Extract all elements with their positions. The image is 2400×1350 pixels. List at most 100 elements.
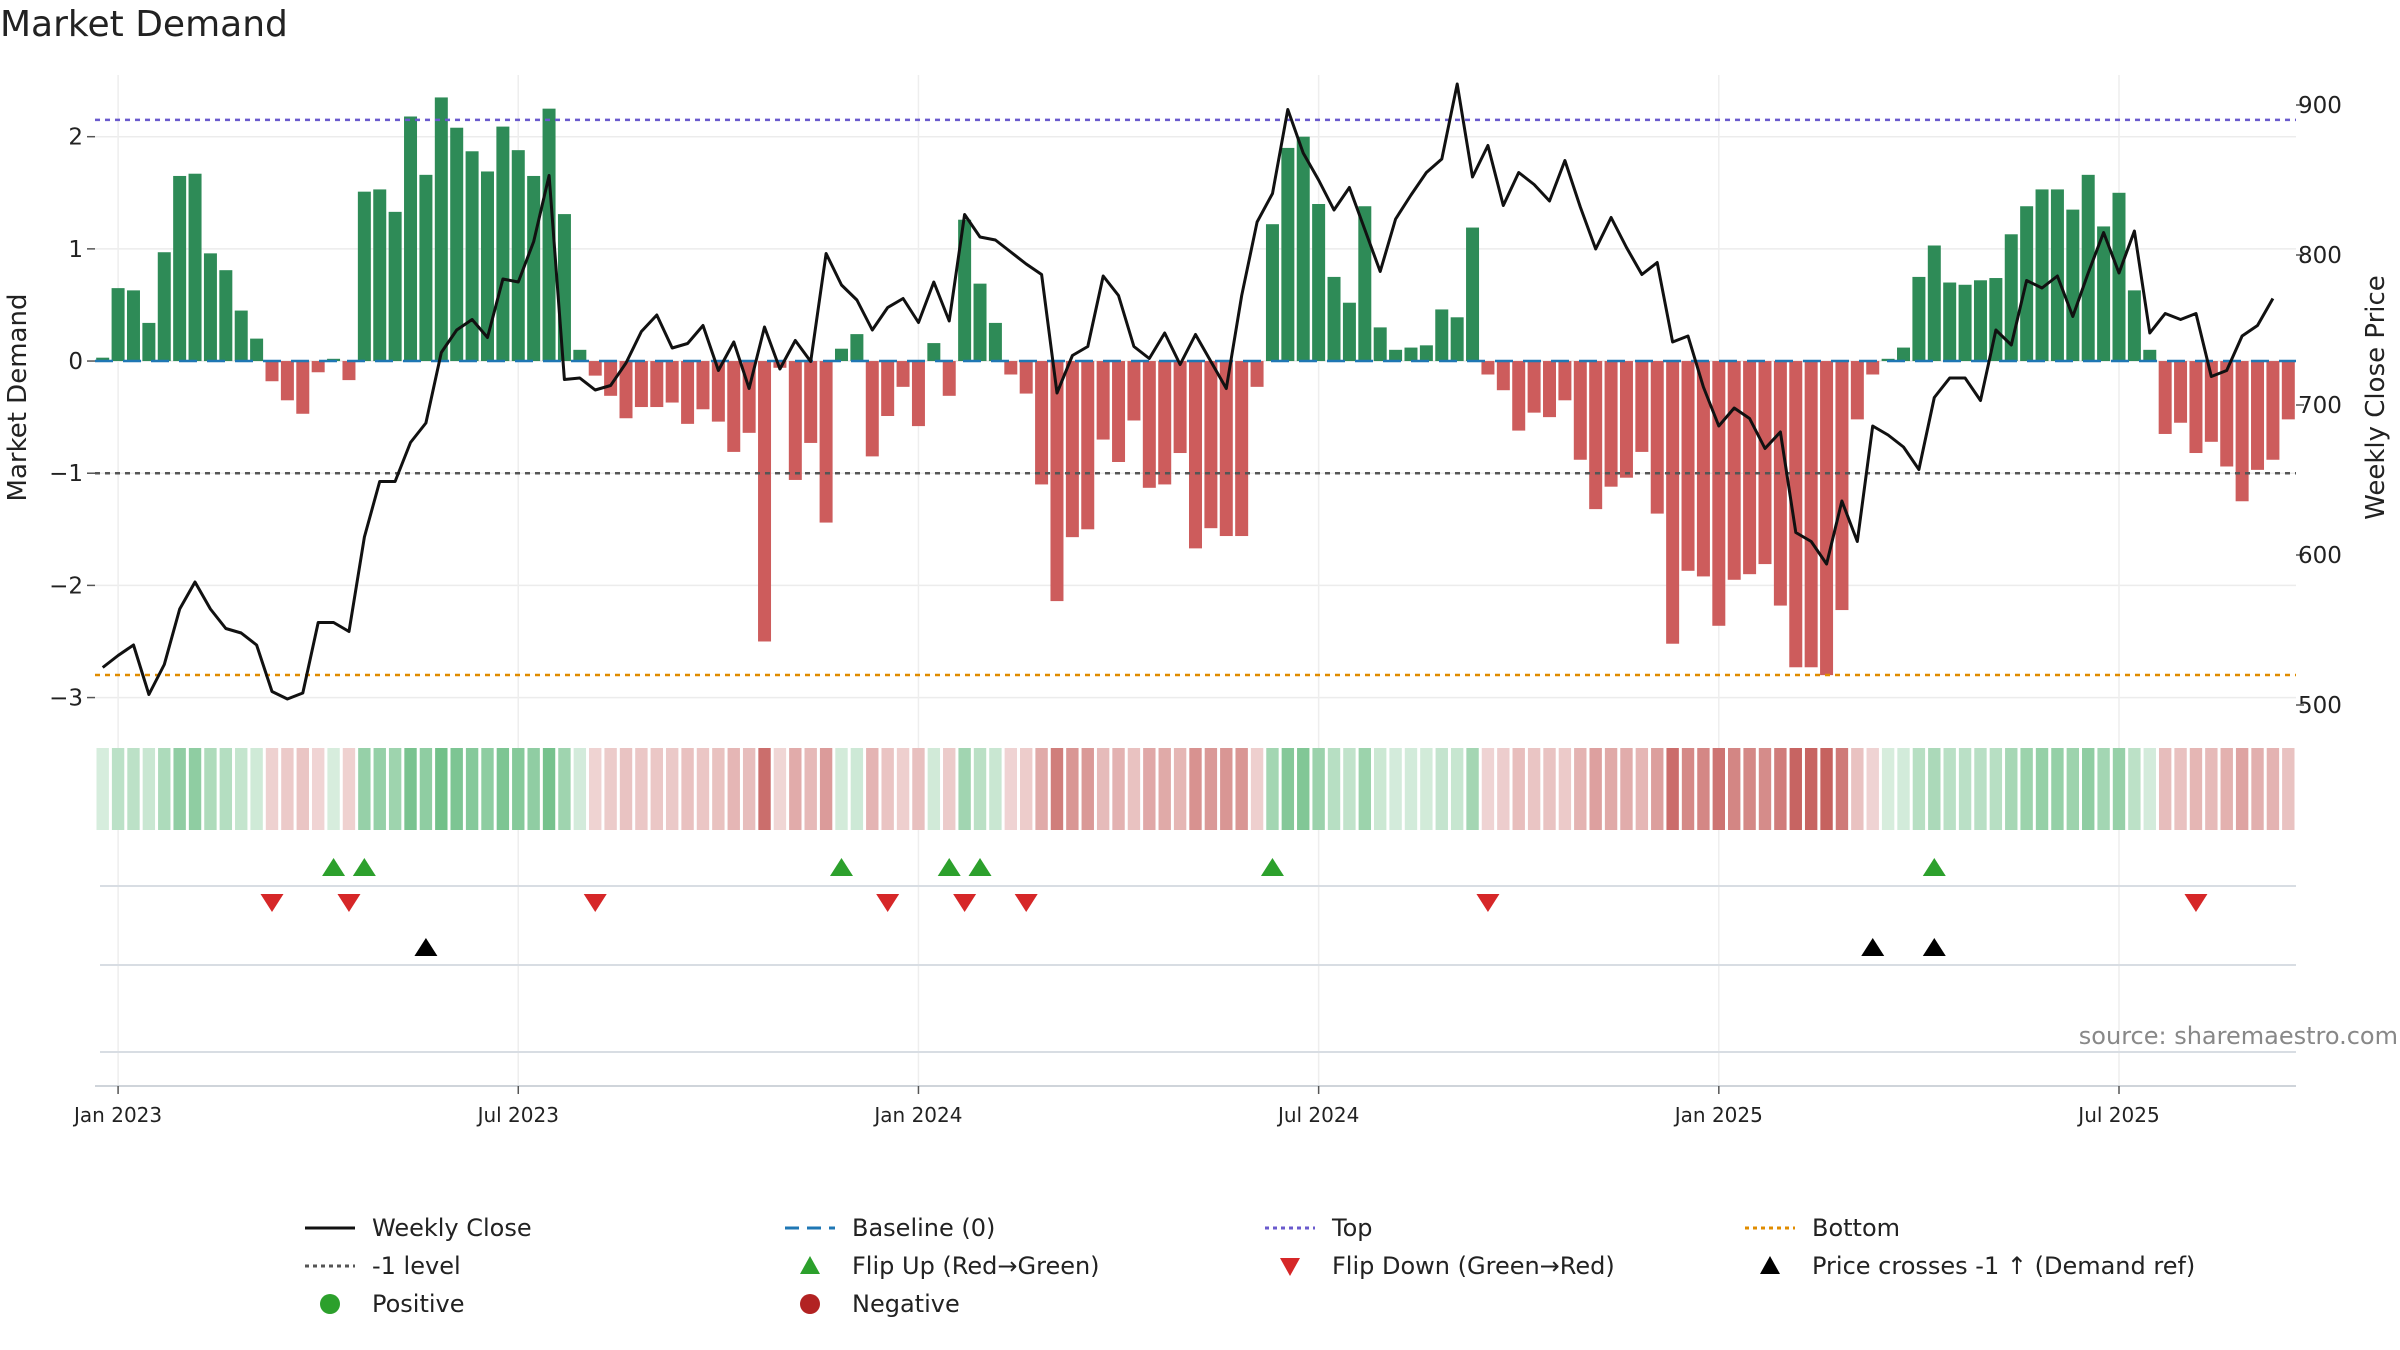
- legend-baseline: Baseline (0): [780, 1210, 995, 1246]
- legend-weekly-close-swatch: [305, 1226, 355, 1230]
- x-tick-label: Jul 2024: [1276, 1103, 1359, 1127]
- heat-cell: [219, 748, 233, 830]
- demand-bar-negative: [311, 361, 325, 373]
- demand-bar-negative: [650, 361, 664, 408]
- weekly-close-line: [101, 82, 2275, 701]
- heat-cell: [2205, 748, 2218, 830]
- heat-cell: [1096, 748, 1110, 830]
- demand-bar-positive: [1389, 349, 1403, 362]
- heat-cell: [450, 748, 463, 830]
- demand-bar-negative: [1158, 361, 1172, 485]
- heat-cell: [2266, 748, 2280, 830]
- demand-bar-positive: [480, 171, 494, 362]
- demand-bar-negative: [1527, 361, 1541, 413]
- heat-cell: [1620, 748, 1633, 830]
- heat-cell: [1173, 748, 1187, 830]
- heat-cell: [2282, 748, 2295, 830]
- heat-cell: [1389, 748, 1402, 830]
- legend-top-label: Top: [1332, 1214, 1373, 1242]
- demand-bar-negative: [2204, 361, 2218, 442]
- left-tick-label: −1: [49, 461, 83, 487]
- demand-bar-negative: [665, 361, 679, 403]
- heat-cell: [1527, 748, 1541, 830]
- flip-up-marker: [968, 858, 992, 876]
- demand-bar-negative: [296, 361, 310, 414]
- demand-bar-positive: [1265, 224, 1279, 362]
- demand-bar-negative: [342, 361, 356, 381]
- demand-bar-negative: [1712, 361, 1726, 626]
- flip-down-marker: [260, 894, 284, 912]
- heat-cell: [2174, 748, 2187, 830]
- heat-cell: [1143, 748, 1156, 830]
- demand-bar-positive: [2143, 349, 2157, 362]
- heat-cell: [311, 748, 325, 830]
- heat-cell: [1019, 748, 1033, 830]
- heat-cell: [1804, 748, 1818, 830]
- heat-cell: [358, 748, 371, 830]
- flip-up-marker: [352, 858, 376, 876]
- heat-cell: [1374, 748, 1387, 830]
- heat-cell: [1697, 748, 1710, 830]
- flip-down-marker: [953, 894, 977, 912]
- heat-cell: [1127, 748, 1141, 830]
- heat-cell: [1589, 748, 1602, 830]
- heat-cell: [1897, 748, 1910, 830]
- demand-bar-positive: [373, 189, 387, 362]
- demand-bar-negative: [1543, 361, 1557, 418]
- heat-cell: [373, 748, 386, 830]
- heat-cell: [696, 748, 710, 830]
- legend-negative: Negative: [780, 1286, 960, 1322]
- flip-down-marker: [583, 894, 607, 912]
- demand-bar-positive: [2097, 226, 2111, 362]
- heat-cell: [619, 748, 633, 830]
- demand-bar-positive: [573, 349, 587, 362]
- demand-bar-negative: [1758, 361, 1772, 565]
- demand-bar-positive: [357, 191, 371, 362]
- flip-up-icon: [800, 1256, 820, 1274]
- demand-bar-negative: [911, 361, 925, 427]
- heat-cell: [1358, 748, 1372, 830]
- flip-down-marker: [2184, 894, 2208, 912]
- demand-bar-positive: [973, 283, 987, 362]
- demand-bar-positive: [1296, 136, 1310, 362]
- demand-bar-negative: [1589, 361, 1603, 510]
- heat-cell: [866, 748, 879, 830]
- x-tick-label: Jan 2025: [1673, 1103, 1763, 1127]
- heat-cell: [958, 748, 971, 830]
- heat-cell: [204, 748, 217, 830]
- heat-cell: [1712, 748, 1726, 830]
- demand-bar-negative: [1081, 361, 1095, 530]
- demand-bar-positive: [234, 310, 248, 362]
- demand-bar-negative: [819, 361, 833, 523]
- demand-bar-negative: [1804, 361, 1818, 668]
- demand-bar-positive: [157, 252, 171, 362]
- legend-bottom-label: Bottom: [1812, 1214, 1901, 1242]
- chart-title: Market Demand: [0, 4, 288, 45]
- legend-positive: Positive: [300, 1286, 465, 1322]
- heat-cell: [1266, 748, 1279, 830]
- demand-bar-positive: [542, 108, 556, 362]
- demand-bar-positive: [927, 343, 941, 362]
- event-markers: [95, 858, 2296, 1087]
- heat-cell: [2082, 748, 2095, 830]
- demand-bar-negative: [1820, 361, 1834, 676]
- heat-cell: [1112, 748, 1125, 830]
- left-tick-label: 0: [68, 349, 83, 375]
- heat-cell: [296, 748, 309, 830]
- heat-cell: [1435, 748, 1448, 830]
- demand-bar-positive: [111, 288, 125, 362]
- demand-bar-positive: [2081, 174, 2095, 362]
- demand-bar-negative: [1065, 361, 1079, 538]
- demand-bar-positive: [188, 173, 202, 362]
- demand-bar-positive: [126, 290, 140, 362]
- heat-cell: [404, 748, 417, 830]
- right-tick-label: 900: [2298, 93, 2342, 119]
- demand-bar-positive: [2112, 192, 2126, 362]
- heat-cell: [465, 748, 479, 830]
- demand-bar-positive: [1404, 347, 1418, 362]
- heat-cell: [819, 748, 833, 830]
- heat-cell: [388, 748, 402, 830]
- demand-bar-negative: [2158, 361, 2172, 434]
- heat-cell: [1881, 748, 1895, 830]
- legend-bottom: Bottom: [1740, 1210, 1900, 1246]
